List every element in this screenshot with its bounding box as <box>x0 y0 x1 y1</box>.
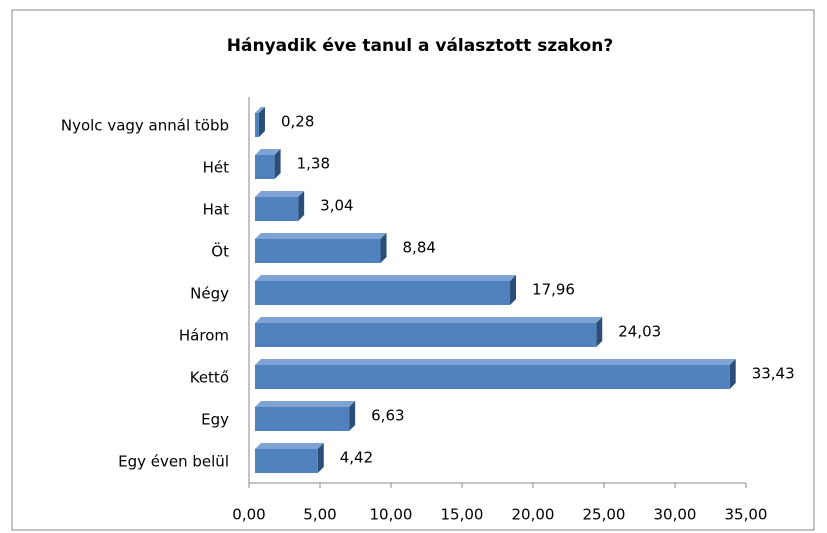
y-tick-label: Hét <box>203 159 230 177</box>
y-tick-label: Nyolc vagy annál több <box>61 117 229 135</box>
y-tick-label: Három <box>179 327 229 345</box>
value-label: 17,96 <box>532 281 575 299</box>
x-tick-label: 30,00 <box>654 506 697 524</box>
value-label: 3,04 <box>320 197 353 215</box>
bar-side <box>298 191 305 221</box>
bar <box>255 155 275 179</box>
bar-top <box>255 275 517 281</box>
x-tick-label: 25,00 <box>583 506 626 524</box>
bar-top <box>255 191 305 197</box>
bar-side <box>274 149 281 179</box>
x-tick-label: 0,00 <box>232 506 265 524</box>
y-tick-label: Hat <box>203 201 229 219</box>
bar-top <box>255 359 736 365</box>
x-tick-label: 10,00 <box>370 506 413 524</box>
bar-side <box>729 359 736 389</box>
y-tick-label: Négy <box>190 285 229 303</box>
bar-side <box>317 443 324 473</box>
value-label: 8,84 <box>403 239 436 257</box>
value-label: 33,43 <box>752 365 795 383</box>
y-tick-label: Egy <box>201 411 229 429</box>
bar-side <box>258 107 265 137</box>
x-tick-label: 15,00 <box>441 506 484 524</box>
bar-top <box>255 233 387 239</box>
bar-side <box>596 317 603 347</box>
x-tick-label: 35,00 <box>725 506 768 524</box>
chart-border <box>11 9 815 531</box>
bar-side <box>380 233 387 263</box>
bar-side <box>510 275 517 305</box>
chart-title: Hányadik éve tanul a választott szakon? <box>227 36 613 56</box>
bar <box>255 323 597 347</box>
value-label: 0,28 <box>281 113 314 131</box>
y-tick-label: Öt <box>211 242 229 261</box>
y-tick-label: Egy éven belül <box>118 453 229 471</box>
x-tick-label: 5,00 <box>303 506 336 524</box>
bar-top <box>255 107 265 113</box>
bar <box>255 365 730 389</box>
value-label: 24,03 <box>618 323 661 341</box>
value-label: 4,42 <box>340 449 373 467</box>
bar-side <box>349 401 356 431</box>
bar-top <box>255 443 324 449</box>
x-tick-label: 20,00 <box>512 506 555 524</box>
bar <box>255 239 381 263</box>
bar-top <box>255 317 603 323</box>
value-label: 6,63 <box>371 407 404 425</box>
bar <box>255 197 299 221</box>
y-tick-label: Kettő <box>190 369 229 387</box>
bar-top <box>255 401 356 407</box>
bar <box>255 407 350 431</box>
bar-top <box>255 149 281 155</box>
bar <box>255 449 318 473</box>
value-label: 1,38 <box>297 155 330 173</box>
bar <box>255 281 511 305</box>
bar <box>255 113 259 137</box>
